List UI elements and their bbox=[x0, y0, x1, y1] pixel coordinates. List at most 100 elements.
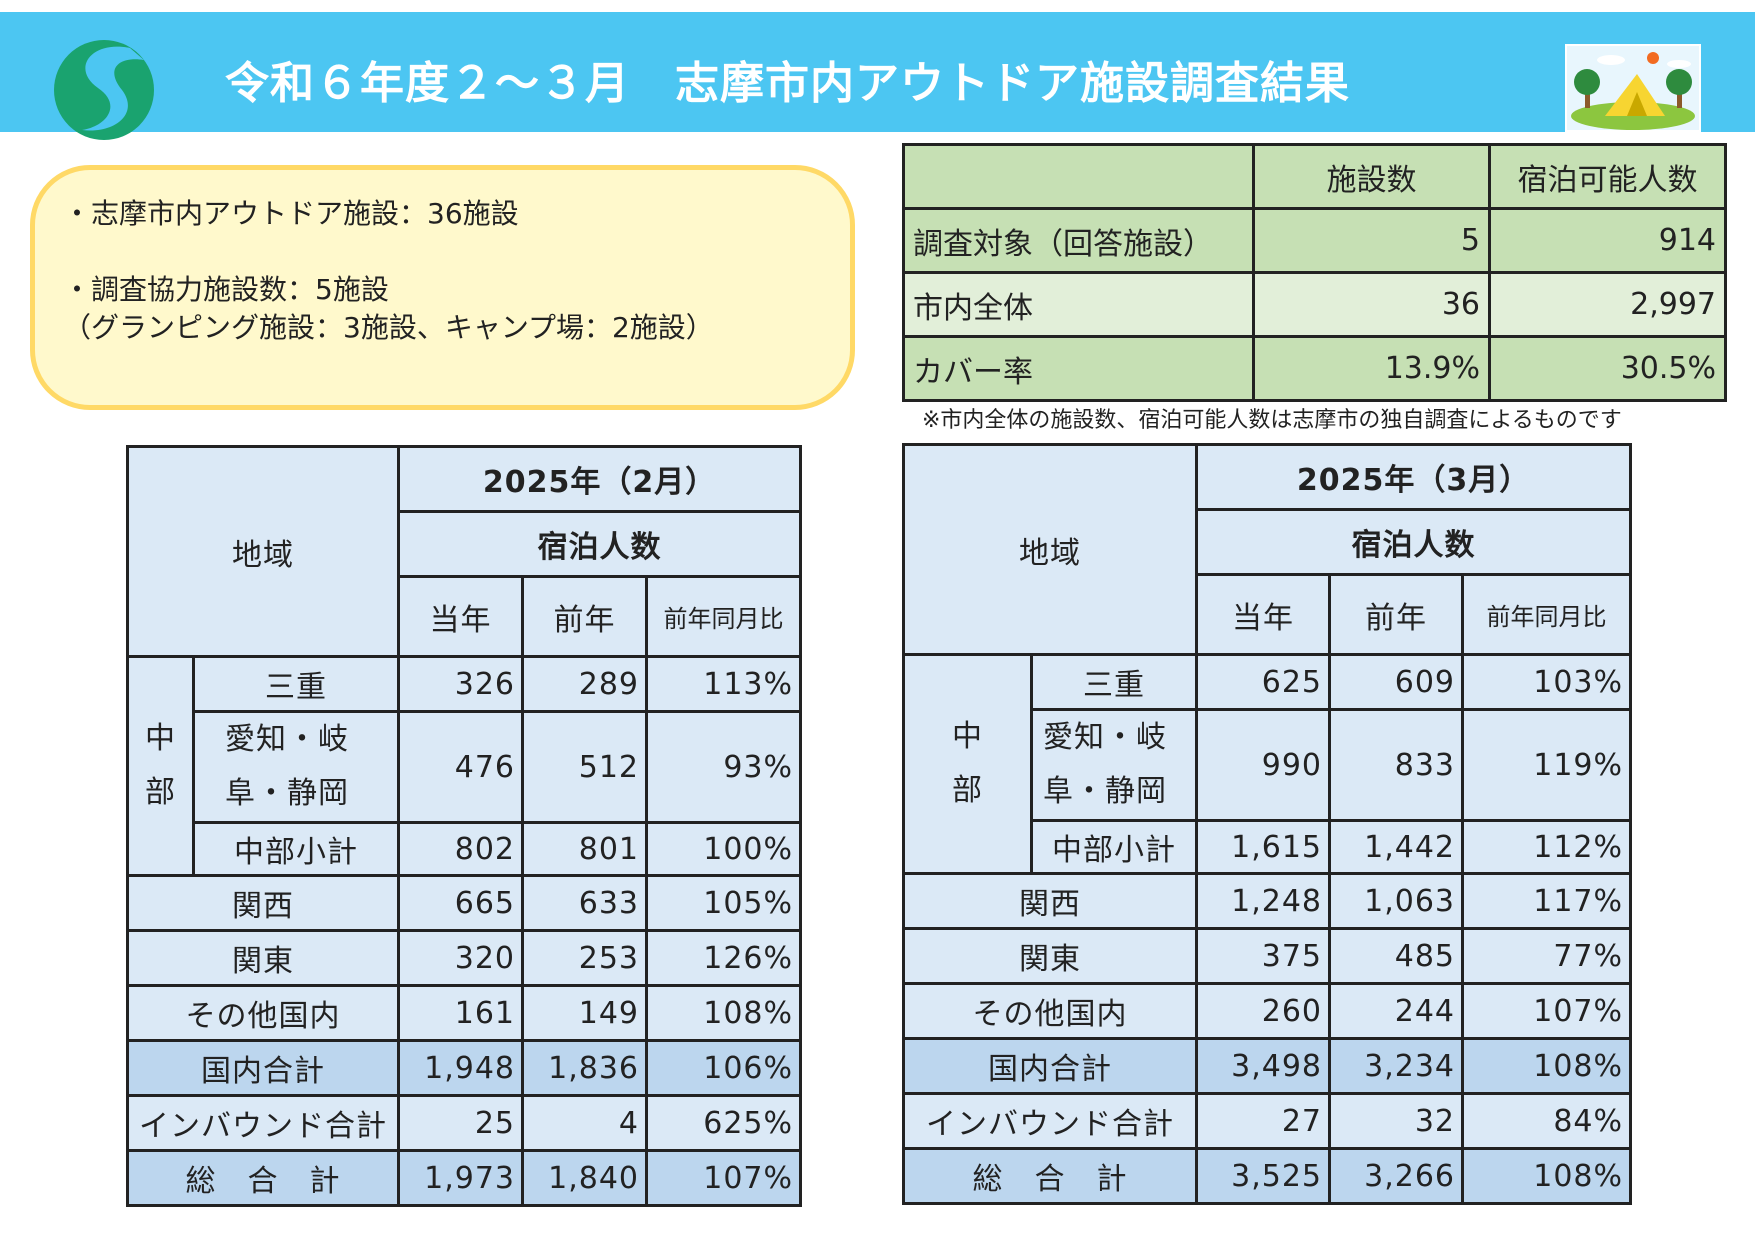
row-label-grand-total: 総 合 計 bbox=[126, 1149, 400, 1207]
cell-current: 802 bbox=[397, 821, 524, 877]
cell-current: 1,973 bbox=[397, 1149, 524, 1207]
row-label-line: 愛知・岐 bbox=[1043, 720, 1167, 755]
info-box: ・志摩市内アウトドア施設：36施設 ・調査協力施設数：5施設 （グランピング施設… bbox=[30, 165, 855, 410]
cell-current: 3,525 bbox=[1195, 1147, 1331, 1205]
cell-ratio: 84% bbox=[1460, 1092, 1633, 1150]
chubu-label-line: 部 bbox=[145, 775, 176, 810]
chubu-label-line: 中 bbox=[952, 719, 983, 754]
row-label-grand-total: 総 合 計 bbox=[902, 1147, 1198, 1205]
cell-ratio: 625% bbox=[644, 1094, 803, 1152]
cell-ratio: 108% bbox=[644, 984, 803, 1042]
cell-previous: 289 bbox=[521, 655, 648, 713]
summary-capacity-value: 914 bbox=[1488, 207, 1727, 274]
cell-current: 260 bbox=[1195, 982, 1331, 1040]
cell-ratio: 108% bbox=[1460, 1147, 1633, 1205]
cell-current: 1,948 bbox=[397, 1039, 524, 1097]
cell-ratio: 126% bbox=[644, 929, 803, 987]
cell-previous: 512 bbox=[521, 710, 648, 824]
cell-previous: 253 bbox=[521, 929, 648, 987]
facility-count-text: ・志摩市内アウトドア施設：36施設 bbox=[63, 197, 519, 230]
cell-ratio: 106% bbox=[644, 1039, 803, 1097]
cell-current: 3,498 bbox=[1195, 1037, 1331, 1095]
cell-ratio: 103% bbox=[1460, 653, 1633, 711]
period-header: 2025年（3月） bbox=[1194, 443, 1633, 511]
col-yoy-ratio: 前年同月比 bbox=[644, 575, 803, 658]
row-label-mie: 三重 bbox=[192, 655, 400, 713]
cell-current: 161 bbox=[397, 984, 524, 1042]
breakdown-text: （グランピング施設：3施設、キャンプ場：2施設） bbox=[63, 311, 714, 344]
row-label-line: 阜・静岡 bbox=[225, 776, 349, 811]
cell-current: 326 bbox=[397, 655, 524, 713]
cell-ratio: 77% bbox=[1460, 927, 1633, 985]
cell-ratio: 107% bbox=[1460, 982, 1633, 1040]
cell-previous: 1,442 bbox=[1328, 819, 1464, 875]
cell-current: 375 bbox=[1195, 927, 1331, 985]
cell-previous: 633 bbox=[521, 874, 648, 932]
row-label-chubu-subtotal: 中部小計 bbox=[1030, 819, 1198, 875]
cooperating-count-text: ・調査協力施設数：5施設 bbox=[63, 273, 389, 306]
cell-previous: 3,266 bbox=[1328, 1147, 1464, 1205]
summary-header-blank bbox=[902, 143, 1255, 210]
cell-previous: 244 bbox=[1328, 982, 1464, 1040]
cell-current: 476 bbox=[397, 710, 524, 824]
cell-previous: 32 bbox=[1328, 1092, 1464, 1150]
cell-ratio: 113% bbox=[644, 655, 803, 713]
city-logo-icon bbox=[52, 34, 168, 142]
cell-ratio: 107% bbox=[644, 1149, 803, 1207]
cell-current: 320 bbox=[397, 929, 524, 987]
region-header: 地域 bbox=[902, 443, 1198, 656]
cell-current: 625 bbox=[1195, 653, 1331, 711]
summary-facilities-value: 13.9% bbox=[1252, 335, 1491, 402]
chubu-group-label: 中部 bbox=[902, 653, 1033, 875]
row-label-domestic-total: 国内合計 bbox=[902, 1037, 1198, 1095]
region-header: 地域 bbox=[126, 445, 400, 658]
row-label-kanto: 関東 bbox=[902, 927, 1198, 985]
cell-previous: 3,234 bbox=[1328, 1037, 1464, 1095]
row-label-kansai: 関西 bbox=[902, 872, 1198, 930]
summary-header-capacity: 宿泊可能人数 bbox=[1488, 143, 1727, 210]
cell-previous: 833 bbox=[1328, 708, 1464, 822]
row-label-aichi: 愛知・岐 阜・静岡 bbox=[1030, 708, 1198, 822]
row-label-inbound-total: インバウンド合計 bbox=[902, 1092, 1198, 1150]
col-current-year: 当年 bbox=[397, 575, 524, 658]
summary-row-label: 調査対象（回答施設） bbox=[902, 207, 1255, 274]
row-label-other-domestic: その他国内 bbox=[902, 982, 1198, 1040]
row-label-inbound-total: インバウンド合計 bbox=[126, 1094, 400, 1152]
cell-current: 1,248 bbox=[1195, 872, 1331, 930]
metric-header: 宿泊人数 bbox=[396, 510, 803, 578]
cell-ratio: 93% bbox=[644, 710, 803, 824]
summary-table: 施設数 宿泊可能人数 調査対象（回答施設） 5 914 市内全体 36 2,99… bbox=[902, 143, 1727, 402]
row-label-mie: 三重 bbox=[1030, 653, 1198, 711]
col-current-year: 当年 bbox=[1195, 573, 1331, 656]
row-label-kanto: 関東 bbox=[126, 929, 400, 987]
summary-row-label: 市内全体 bbox=[902, 271, 1255, 338]
summary-header-facilities: 施設数 bbox=[1252, 143, 1491, 210]
cell-current: 27 bbox=[1195, 1092, 1331, 1150]
title-banner: 令和６年度２～３月 志摩市内アウトドア施設調査結果 bbox=[0, 12, 1755, 140]
cell-current: 25 bbox=[397, 1094, 524, 1152]
row-label-aichi: 愛知・岐 阜・静岡 bbox=[192, 710, 400, 824]
row-label-kansai: 関西 bbox=[126, 874, 400, 932]
row-label-line: 愛知・岐 bbox=[225, 722, 349, 757]
row-label-domestic-total: 国内合計 bbox=[126, 1039, 400, 1097]
results-table-february: 地域 2025年（2月） 宿泊人数 当年 前年 前年同月比 中部 三重 326 … bbox=[126, 445, 803, 1207]
cell-previous: 1,063 bbox=[1328, 872, 1464, 930]
row-label-line: 阜・静岡 bbox=[1043, 774, 1167, 809]
cell-ratio: 105% bbox=[644, 874, 803, 932]
col-previous-year: 前年 bbox=[1328, 573, 1464, 656]
chubu-label-line: 中 bbox=[145, 721, 176, 756]
page-title: 令和６年度２～３月 志摩市内アウトドア施設調査結果 bbox=[225, 58, 1350, 109]
col-yoy-ratio: 前年同月比 bbox=[1460, 573, 1633, 656]
metric-header: 宿泊人数 bbox=[1194, 508, 1633, 576]
cell-previous: 609 bbox=[1328, 653, 1464, 711]
summary-row-label: カバー率 bbox=[902, 335, 1255, 402]
camping-tent-icon bbox=[1565, 44, 1701, 132]
cell-ratio: 112% bbox=[1460, 819, 1633, 875]
summary-note: ※市内全体の施設数、宿泊可能人数は志摩市の独自調査によるものです bbox=[922, 408, 1622, 433]
summary-capacity-value: 2,997 bbox=[1488, 271, 1727, 338]
cell-previous: 801 bbox=[521, 821, 648, 877]
cell-current: 990 bbox=[1195, 708, 1331, 822]
cell-previous: 1,840 bbox=[521, 1149, 648, 1207]
cell-ratio: 108% bbox=[1460, 1037, 1633, 1095]
results-table-march: 地域 2025年（3月） 宿泊人数 当年 前年 前年同月比 中部 三重 625 … bbox=[902, 443, 1633, 1205]
